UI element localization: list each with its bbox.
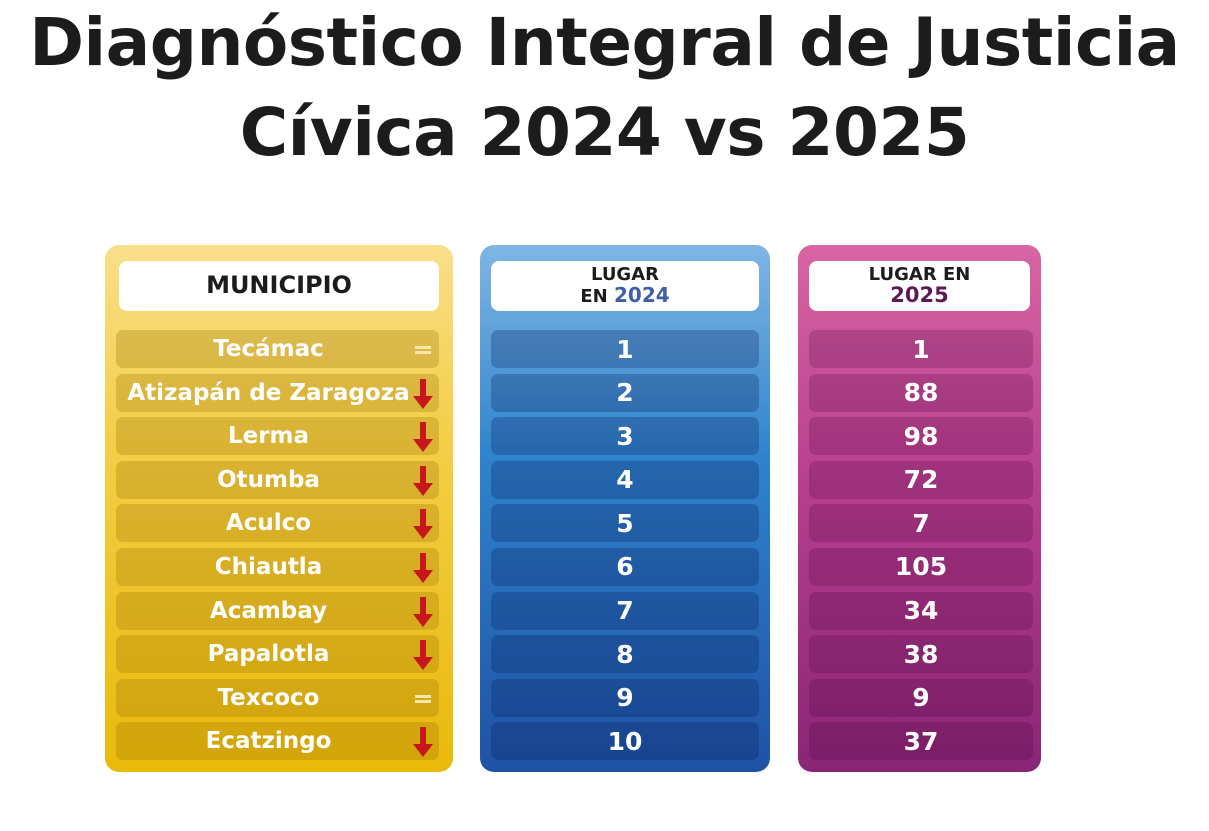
municipio-name: Acambay [209,597,328,624]
municipio-row: Texcoco [116,678,439,717]
municipio-name: Ecatzingo [205,728,332,755]
lugar-2024-column: LUGAR EN 2024 1 2 3 4 5 6 7 8 9 10 [480,245,770,772]
municipio-row: Ecatzingo [116,722,439,761]
municipio-name: Atizapán de Zaragoza [127,379,410,406]
lugar-2025-list: 1 88 98 72 7 105 34 38 9 37 [809,330,1033,766]
lugar-2024-value: 3 [491,417,759,456]
municipio-name: Papalotla [207,641,330,668]
lugar-2025-value: 34 [809,591,1033,630]
lugar-2025-value: 98 [809,417,1033,456]
municipio-name: Lerma [227,423,310,450]
lugar-2025-column: LUGAR EN 2025 1 88 98 72 7 105 34 38 9 37 [798,245,1041,772]
municipio-row: Aculco [116,504,439,543]
lugar-2024-header: LUGAR EN 2024 [491,261,759,311]
lugar-2025-header-label: LUGAR EN [868,263,971,285]
page-title-line-1: Diagnóstico Integral de Justicia [29,4,1180,81]
lugar-2024-value: 10 [491,722,759,761]
municipio-name: Tecámac [213,336,324,362]
municipio-name: Otumba [217,466,320,493]
lugar-2025-value: 1 [809,330,1033,368]
lugar-2025-value: 72 [809,460,1033,499]
lugar-2024-header-prefix: EN [580,285,608,307]
down-arrow-icon [410,464,436,498]
equal-icon [410,333,436,367]
lugar-2025-header-year: 2025 [890,283,949,308]
municipio-name: Chiautla [214,553,323,580]
down-arrow-icon [410,725,436,759]
lugar-2025-value: 105 [809,547,1033,586]
lugar-2024-header-year: 2024 [613,282,670,307]
municipio-row: Otumba [116,460,439,499]
municipio-row: Papalotla [116,635,439,674]
municipio-header-label: MUNICIPIO [206,271,352,300]
lugar-2024-value: 2 [491,373,759,412]
down-arrow-icon [410,595,436,629]
lugar-2024-value: 9 [491,678,759,717]
lugar-2024-list: 1 2 3 4 5 6 7 8 9 10 [491,330,759,766]
lugar-2024-value: 1 [491,330,759,368]
lugar-2025-value: 9 [809,678,1033,717]
page-title-line-2: Cívica 2024 vs 2025 [239,94,970,171]
lugar-2025-value: 7 [809,504,1033,543]
lugar-2025-header: LUGAR EN 2025 [809,261,1030,311]
lugar-2025-value: 37 [809,722,1033,761]
lugar-2025-value: 88 [809,373,1033,412]
lugar-2024-value: 4 [491,460,759,499]
municipio-name: Aculco [225,510,312,537]
down-arrow-icon [410,377,436,411]
down-arrow-icon [410,507,436,541]
lugar-2025-value: 38 [809,635,1033,674]
municipio-name: Texcoco [217,684,320,711]
lugar-2024-header-label: LUGAR [590,263,659,285]
municipio-row: Lerma [116,417,439,456]
municipio-row: Acambay [116,591,439,630]
down-arrow-icon [410,638,436,672]
municipio-row: Tecámac [116,330,439,368]
municipio-row: Chiautla [116,547,439,586]
municipio-list: Tecámac Atizapán de Zaragoza Lerma Otumba Ac… [116,330,439,766]
lugar-2024-value: 7 [491,591,759,630]
down-arrow-icon [410,420,436,454]
equal-icon [410,682,436,716]
municipio-header: MUNICIPIO [119,261,439,311]
lugar-2024-value: 5 [491,504,759,543]
municipio-column: MUNICIPIO Tecámac Atizapán de Zaragoza Ler… [105,245,453,772]
lugar-2024-value: 8 [491,635,759,674]
municipio-row: Atizapán de Zaragoza [116,373,439,412]
down-arrow-icon [410,551,436,585]
lugar-2024-value: 6 [491,547,759,586]
